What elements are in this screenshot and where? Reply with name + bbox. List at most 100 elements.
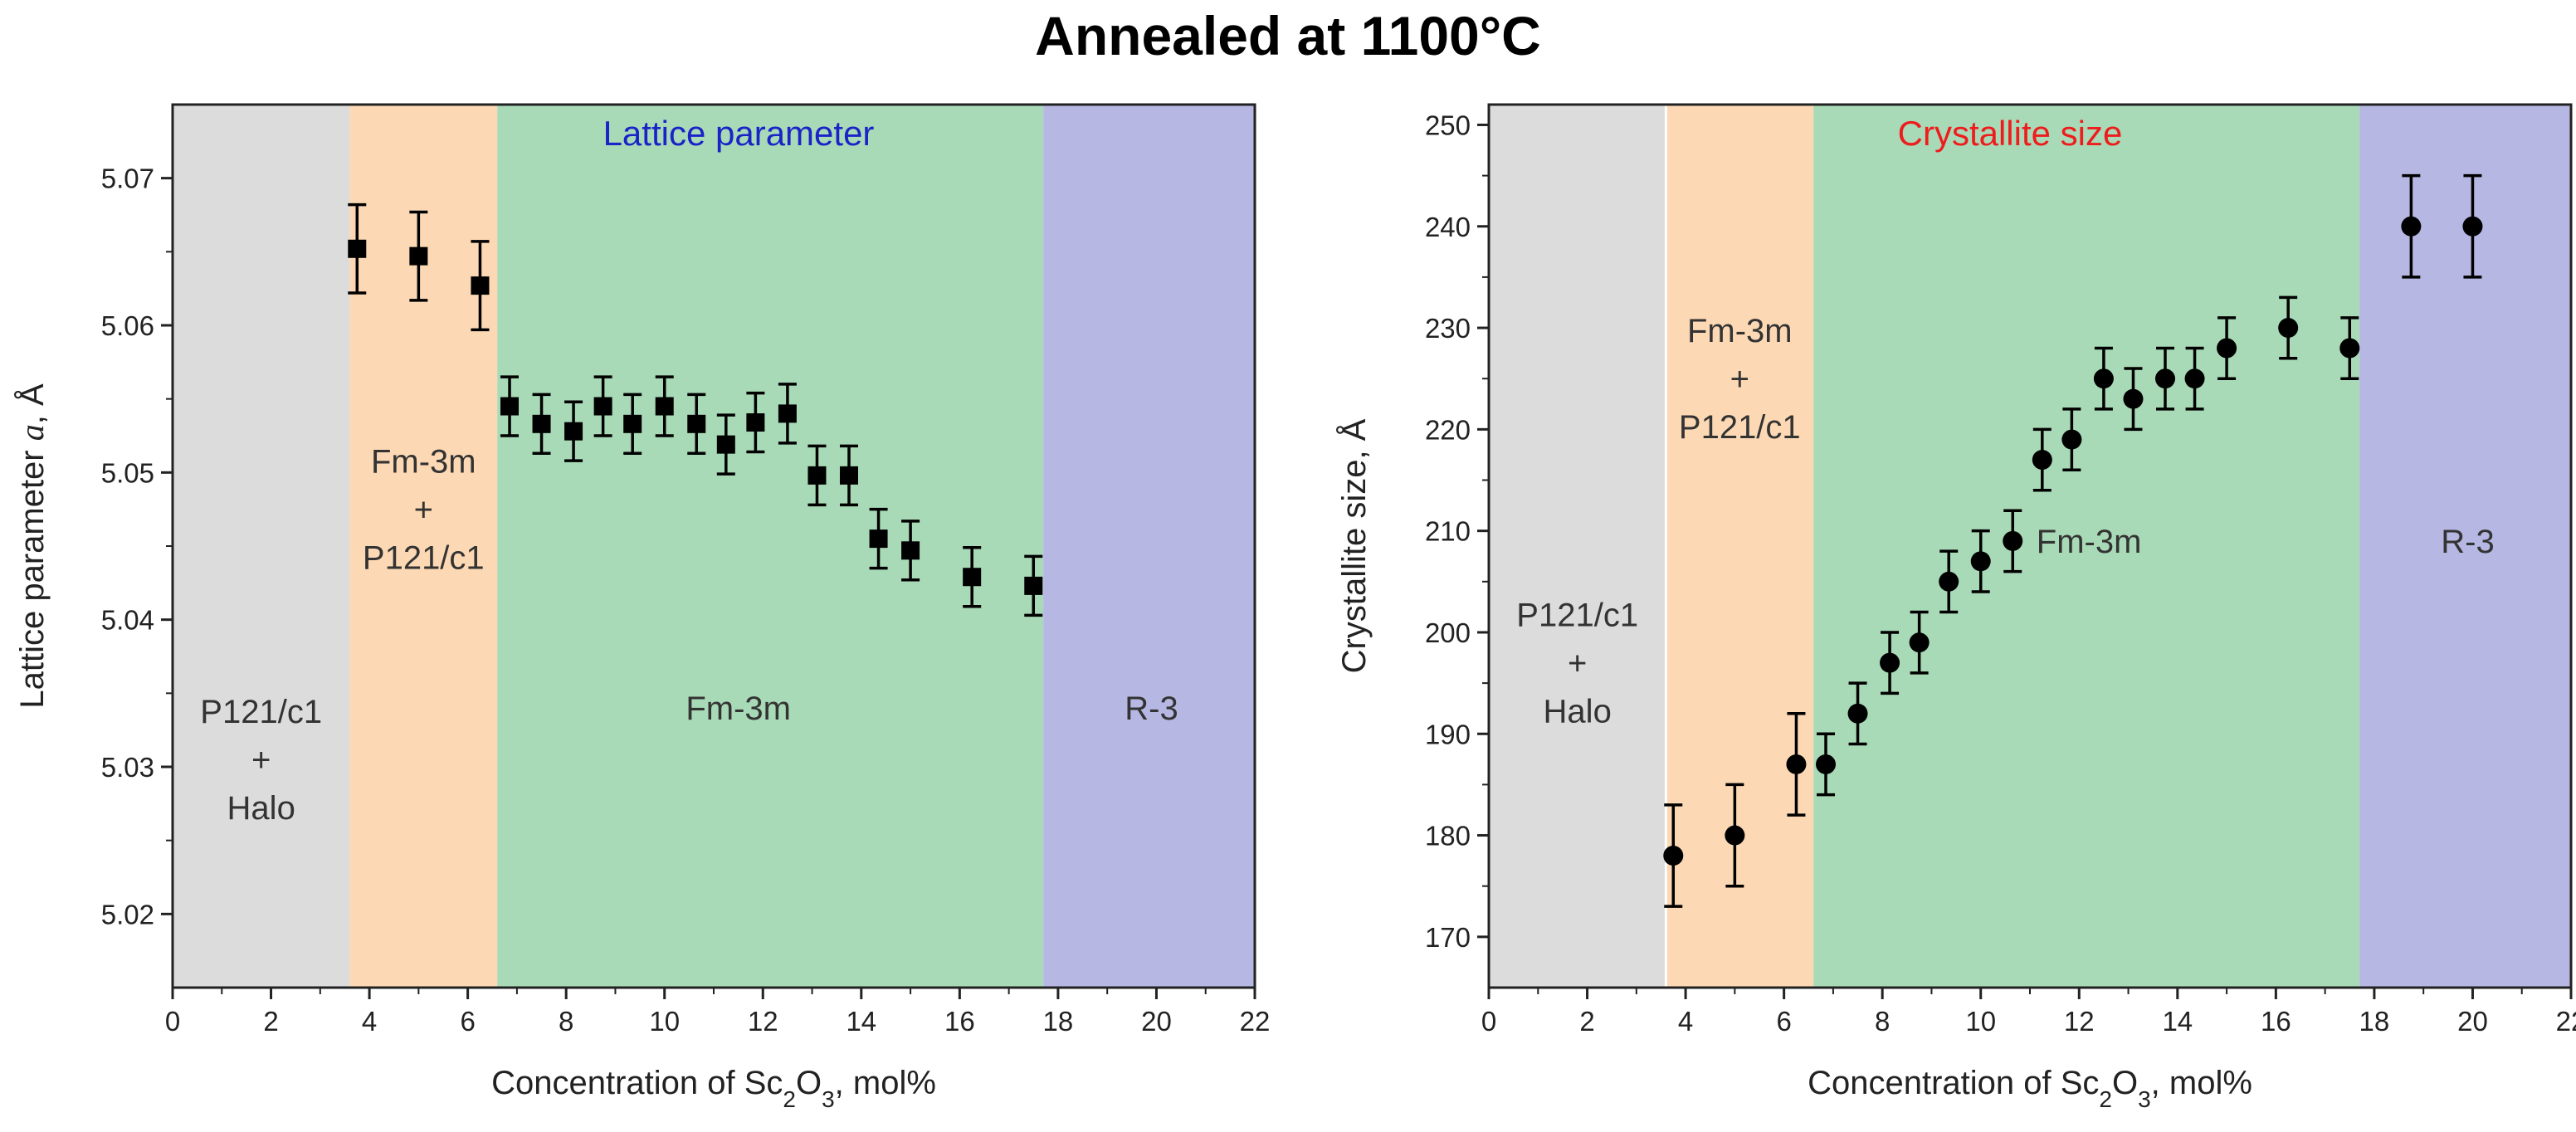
phase-label: + — [251, 742, 271, 778]
data-point — [2401, 173, 2422, 279]
phase-label: Fm-3m — [1687, 313, 1793, 349]
y-tick-label: 5.07 — [101, 163, 154, 194]
data-point — [746, 391, 765, 454]
data-point — [2339, 316, 2360, 380]
square-marker — [901, 541, 920, 560]
panel-title: Crystallite size — [1898, 114, 2123, 153]
data-point — [623, 393, 642, 456]
lattice-parameter-panel: P121/c1 + Halo Fm-3m + P121/c1 Fm-3m R-3 Lattice… — [13, 103, 1270, 1112]
x-tick-label: 20 — [2457, 1006, 2488, 1037]
y-tick-label: 5.06 — [101, 310, 154, 341]
x-tick-label: 8 — [1875, 1006, 1890, 1037]
circle-marker — [2123, 388, 2144, 409]
data-point — [593, 375, 612, 437]
y-tick-label: 5.05 — [101, 457, 154, 488]
circle-marker — [1939, 571, 1959, 592]
phase-label: Halo — [227, 790, 295, 827]
square-marker — [471, 276, 490, 295]
circle-marker — [1847, 703, 1868, 724]
phase-label: P121/c1 — [1516, 598, 1638, 634]
phase-region — [1043, 105, 1255, 988]
phase-label: P121/c1 — [363, 540, 485, 577]
data-point — [348, 202, 367, 295]
data-point — [963, 546, 982, 608]
x-tick-label: 6 — [1776, 1006, 1791, 1037]
y-tick-label: 220 — [1425, 414, 1471, 445]
x-tick-label: 10 — [649, 1006, 680, 1037]
circle-marker — [2462, 216, 2483, 237]
y-tick-label: 190 — [1425, 719, 1471, 749]
phase-label: + — [1730, 361, 1749, 398]
circle-marker — [2401, 216, 2422, 237]
y-tick-label: 5.04 — [101, 605, 154, 636]
data-point — [2123, 367, 2144, 432]
x-tick-label: 6 — [460, 1006, 475, 1037]
circle-marker — [1816, 754, 1837, 774]
data-point — [1909, 610, 1930, 675]
y-tick-label: 240 — [1425, 212, 1471, 242]
x-tick-label: 12 — [2064, 1006, 2095, 1037]
square-marker — [746, 413, 765, 432]
circle-marker — [2061, 429, 2082, 450]
phase-region — [1666, 105, 1814, 988]
x-tick-label: 22 — [2556, 1006, 2576, 1037]
y-tick-label: 250 — [1425, 110, 1471, 140]
x-tick-label: 18 — [1043, 1006, 1074, 1037]
x-tick-label: 12 — [748, 1006, 778, 1037]
x-tick-label: 2 — [263, 1006, 278, 1037]
x-tick-label: 4 — [362, 1006, 377, 1037]
circle-marker — [2278, 318, 2299, 339]
data-point — [901, 520, 920, 582]
x-tick-label: 0 — [165, 1006, 180, 1037]
phase-label: R-3 — [1125, 690, 1178, 727]
crystallite-size-panel: P121/c1 + Halo Fm-3m + P121/c1 Fm-3m R-3 Crystal… — [1335, 103, 2576, 1112]
data-point — [1939, 549, 1959, 614]
square-marker — [778, 404, 797, 423]
phase-region — [173, 105, 350, 988]
square-marker — [623, 414, 642, 433]
circle-marker — [1725, 825, 1745, 846]
square-marker — [655, 397, 674, 416]
y-tick-label: 5.03 — [101, 752, 154, 783]
y-tick-label: 210 — [1425, 516, 1471, 547]
square-marker — [532, 414, 551, 433]
x-tick-label: 16 — [2261, 1006, 2291, 1037]
data-point — [2184, 346, 2205, 411]
circle-marker — [2093, 368, 2114, 389]
x-tick-label: 14 — [846, 1006, 876, 1037]
data-point — [2003, 509, 2023, 573]
circle-marker — [2184, 368, 2205, 389]
square-marker — [807, 466, 827, 485]
phase-label: Fm-3m — [685, 690, 791, 727]
circle-marker — [2032, 450, 2052, 471]
phase-label: Fm-3m — [371, 444, 476, 481]
x-tick-label: 0 — [1481, 1006, 1496, 1037]
phase-label: P121/c1 — [200, 694, 322, 730]
circle-marker — [1970, 551, 1991, 572]
y-tick-label: 5.02 — [101, 899, 154, 930]
data-point — [869, 507, 888, 570]
data-point — [2462, 173, 2483, 279]
x-axis-label: Concentration of Sc2O3, mol% — [1808, 1065, 2252, 1112]
phase-region — [1813, 105, 2360, 988]
data-point — [1880, 631, 1900, 695]
square-marker — [687, 414, 706, 433]
square-marker — [963, 568, 982, 587]
data-point — [716, 413, 735, 476]
phase-region — [2359, 105, 2571, 988]
x-tick-label: 2 — [1579, 1006, 1594, 1037]
circle-marker — [1909, 632, 1930, 653]
data-point — [1024, 554, 1043, 617]
x-tick-label: 8 — [559, 1006, 573, 1037]
circle-marker — [2003, 530, 2023, 551]
circle-marker — [2155, 368, 2175, 389]
phase-label: P121/c1 — [1679, 409, 1801, 446]
x-tick-label: 20 — [1141, 1006, 1172, 1037]
data-point — [564, 400, 583, 462]
phase-region — [497, 105, 1044, 988]
phase-label: + — [1568, 646, 1587, 682]
data-point — [2278, 295, 2299, 360]
x-tick-label: 14 — [2162, 1006, 2193, 1037]
data-point — [500, 375, 520, 437]
